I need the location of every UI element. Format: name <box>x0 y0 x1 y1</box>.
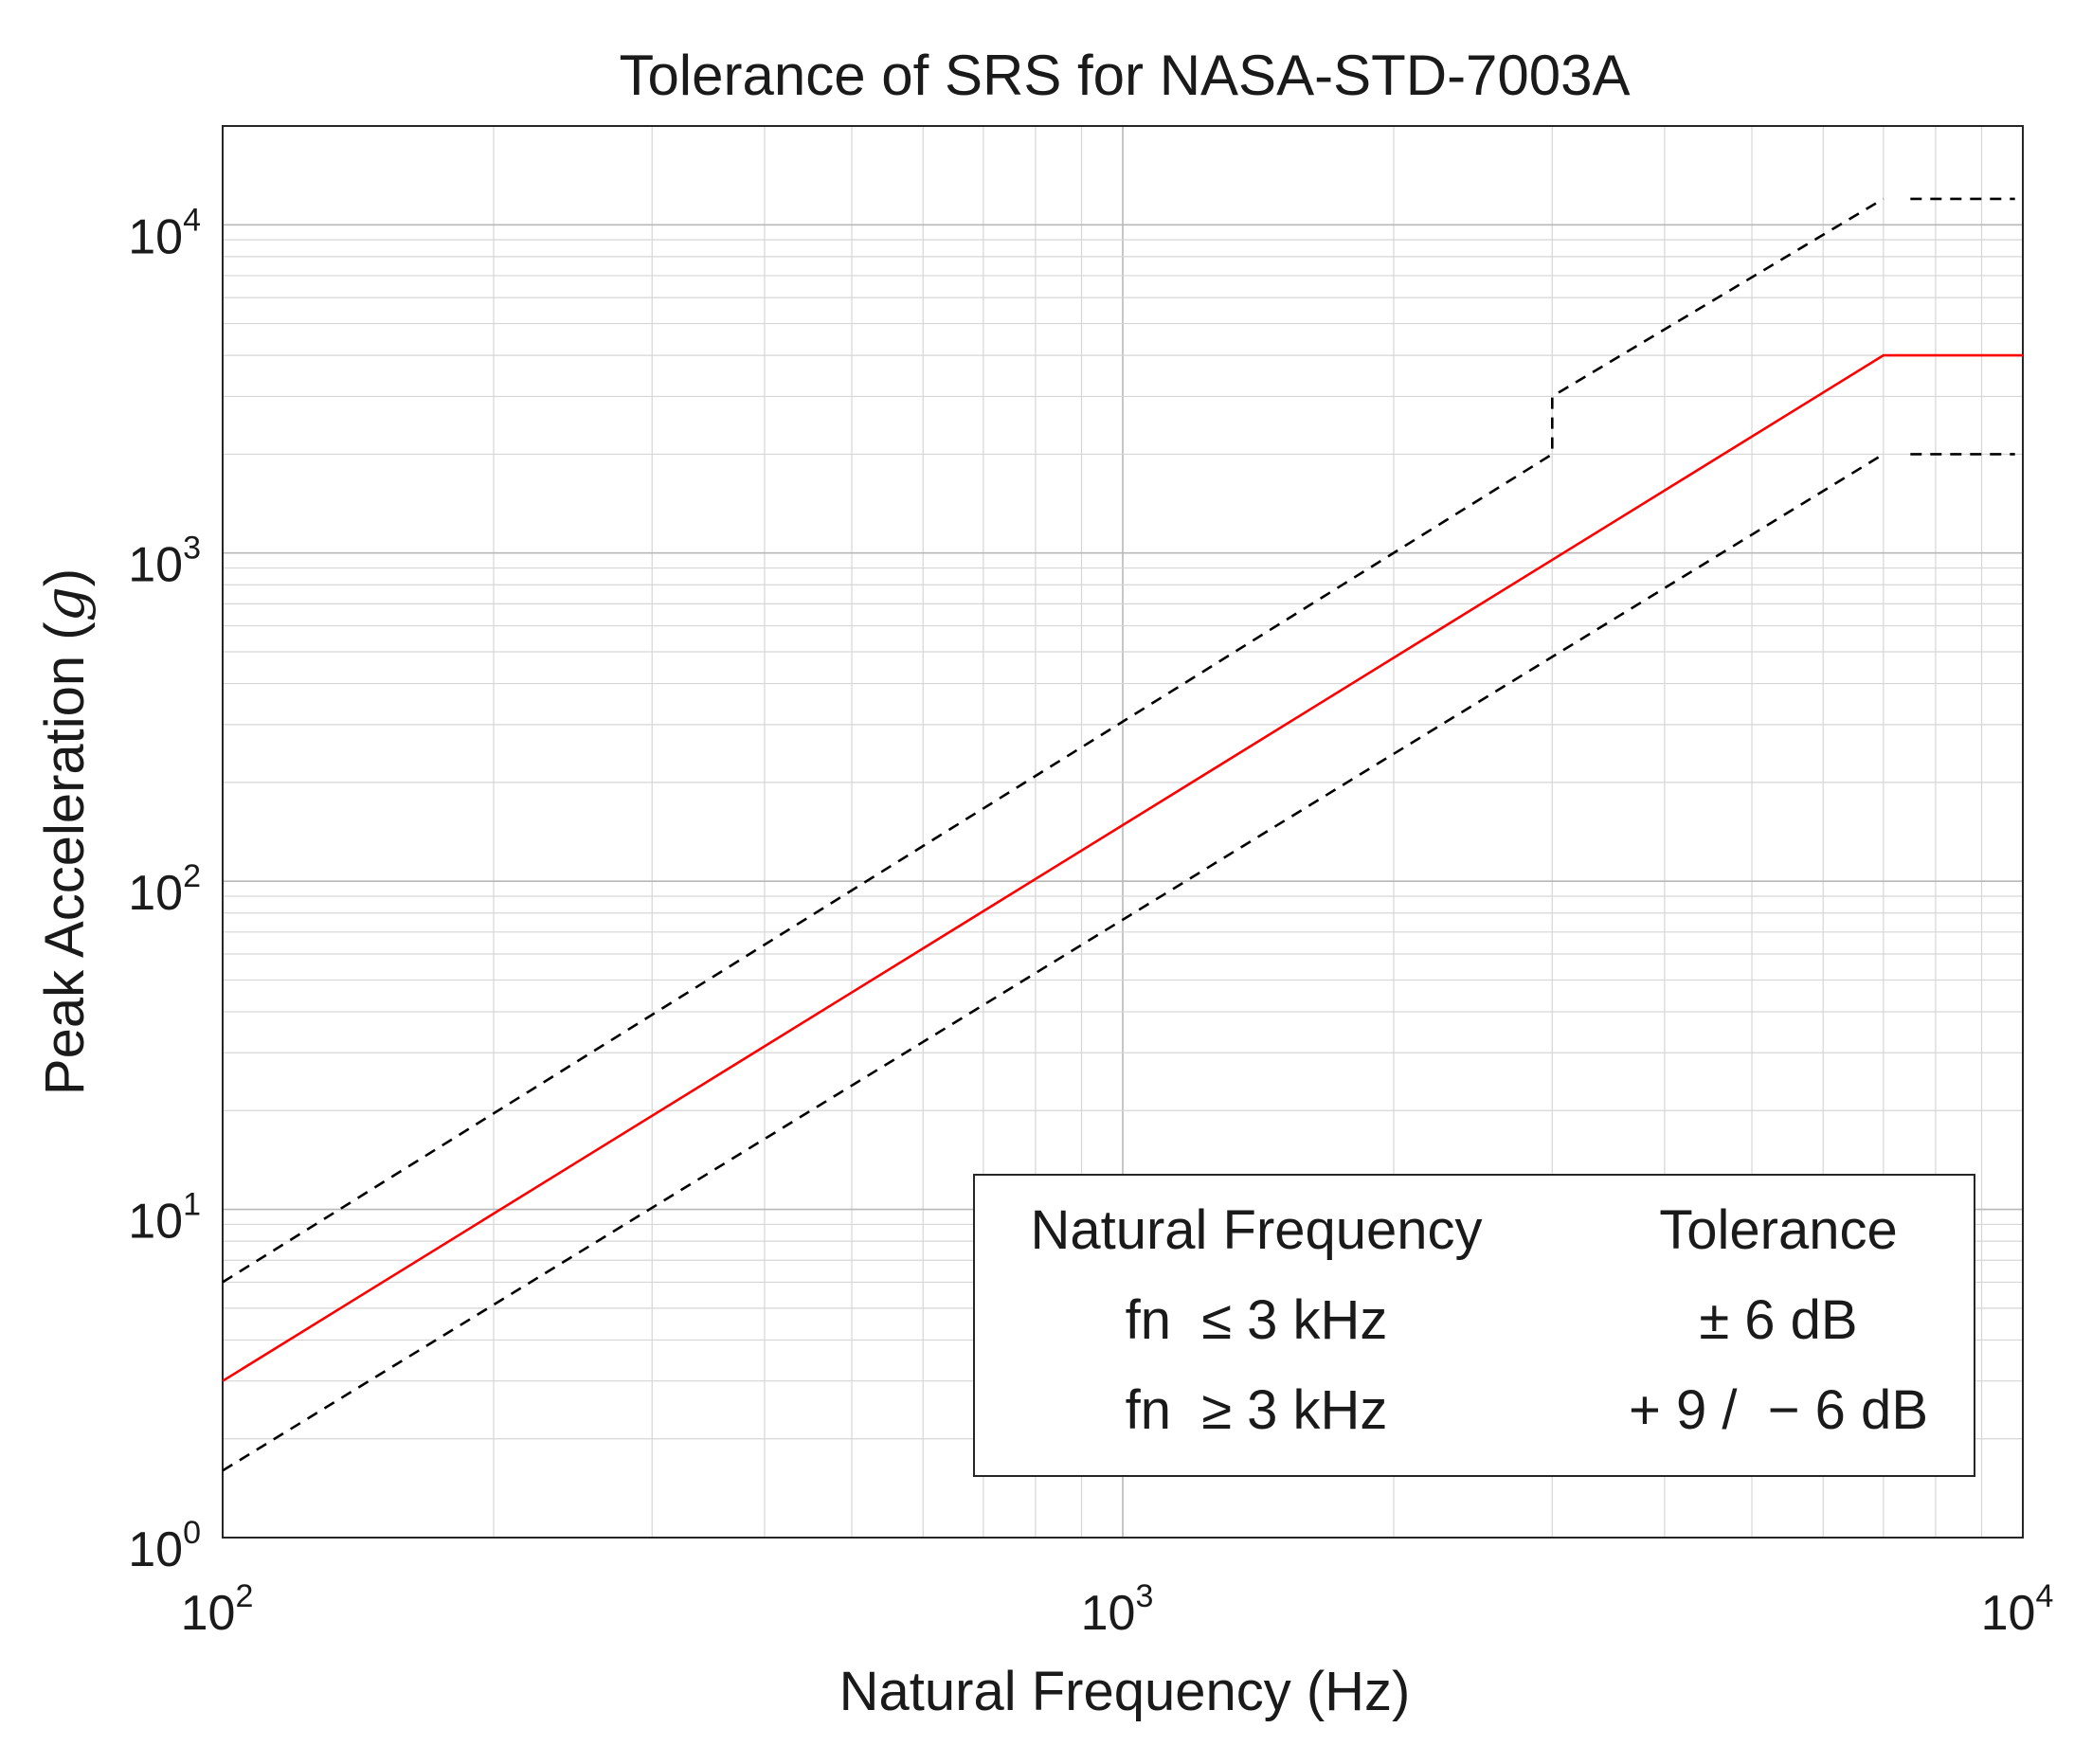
series-line-lower-tolerance <box>222 453 1885 1472</box>
y-axis-label-symbol: g <box>32 586 97 621</box>
y-tick-exponent: 2 <box>183 858 201 894</box>
x-tick-label: 103 <box>1081 1578 1154 1641</box>
y-tick-exponent: 3 <box>183 531 201 567</box>
chart-title: Tolerance of SRS for NASA-STD-7003A <box>619 44 1630 107</box>
y-tick-label: 101 <box>128 1187 201 1250</box>
x-axis-label: Natural Frequency (Hz) <box>839 1661 1411 1722</box>
x-tick-exponent: 3 <box>1135 1578 1153 1614</box>
legend-header-frequency: Natural Frequency <box>1030 1199 1482 1261</box>
y-axis-label: Peak Acceleration (g) <box>32 568 97 1095</box>
x-tick-base: 10 <box>181 1586 236 1641</box>
legend-row-2-tolerance: + 9 / − 6 dB <box>1629 1379 1928 1441</box>
x-tick-exponent: 2 <box>235 1578 253 1614</box>
y-tick-exponent: 4 <box>183 202 201 238</box>
legend-row-2-condition: fn ≥ 3 kHz <box>1126 1379 1388 1441</box>
series-layer <box>222 197 2023 1472</box>
x-tick-base: 10 <box>1081 1586 1136 1641</box>
legend-header-tolerance: Tolerance <box>1659 1199 1897 1261</box>
y-tick-exponent: 1 <box>183 1187 201 1223</box>
legend-frame <box>973 1174 1975 1477</box>
y-tick-base: 10 <box>128 866 183 921</box>
legend-box: Natural Frequency Tolerance fn ≤ 3 kHz ±… <box>973 1174 1975 1477</box>
x-tick-base: 10 <box>1981 1586 2036 1641</box>
legend-row-1-condition: fn ≤ 3 kHz <box>1126 1289 1388 1351</box>
x-tick-label: 102 <box>181 1578 254 1641</box>
y-tick-label: 104 <box>128 202 201 264</box>
y-tick-base: 10 <box>128 1195 183 1250</box>
x-tick-label: 104 <box>1981 1578 2054 1641</box>
plot-frame <box>222 125 2024 1539</box>
y-tick-label: 103 <box>128 531 201 593</box>
legend-row-1-tolerance: ± 6 dB <box>1699 1289 1857 1351</box>
y-tick-label: 102 <box>128 858 201 921</box>
y-axis-label-text: Peak Acceleration ( <box>34 621 96 1095</box>
y-tick-base: 10 <box>128 538 183 593</box>
x-tick-exponent: 4 <box>2035 1578 2053 1614</box>
y-tick-label: 100 <box>128 1515 201 1577</box>
series-line-upper-tolerance <box>222 197 1885 1284</box>
series-line-srs <box>222 353 2023 1382</box>
y-tick-base: 10 <box>128 1522 183 1577</box>
y-axis-label-close: ) <box>34 568 96 586</box>
y-tick-base: 10 <box>128 209 183 264</box>
y-tick-exponent: 0 <box>183 1515 201 1551</box>
